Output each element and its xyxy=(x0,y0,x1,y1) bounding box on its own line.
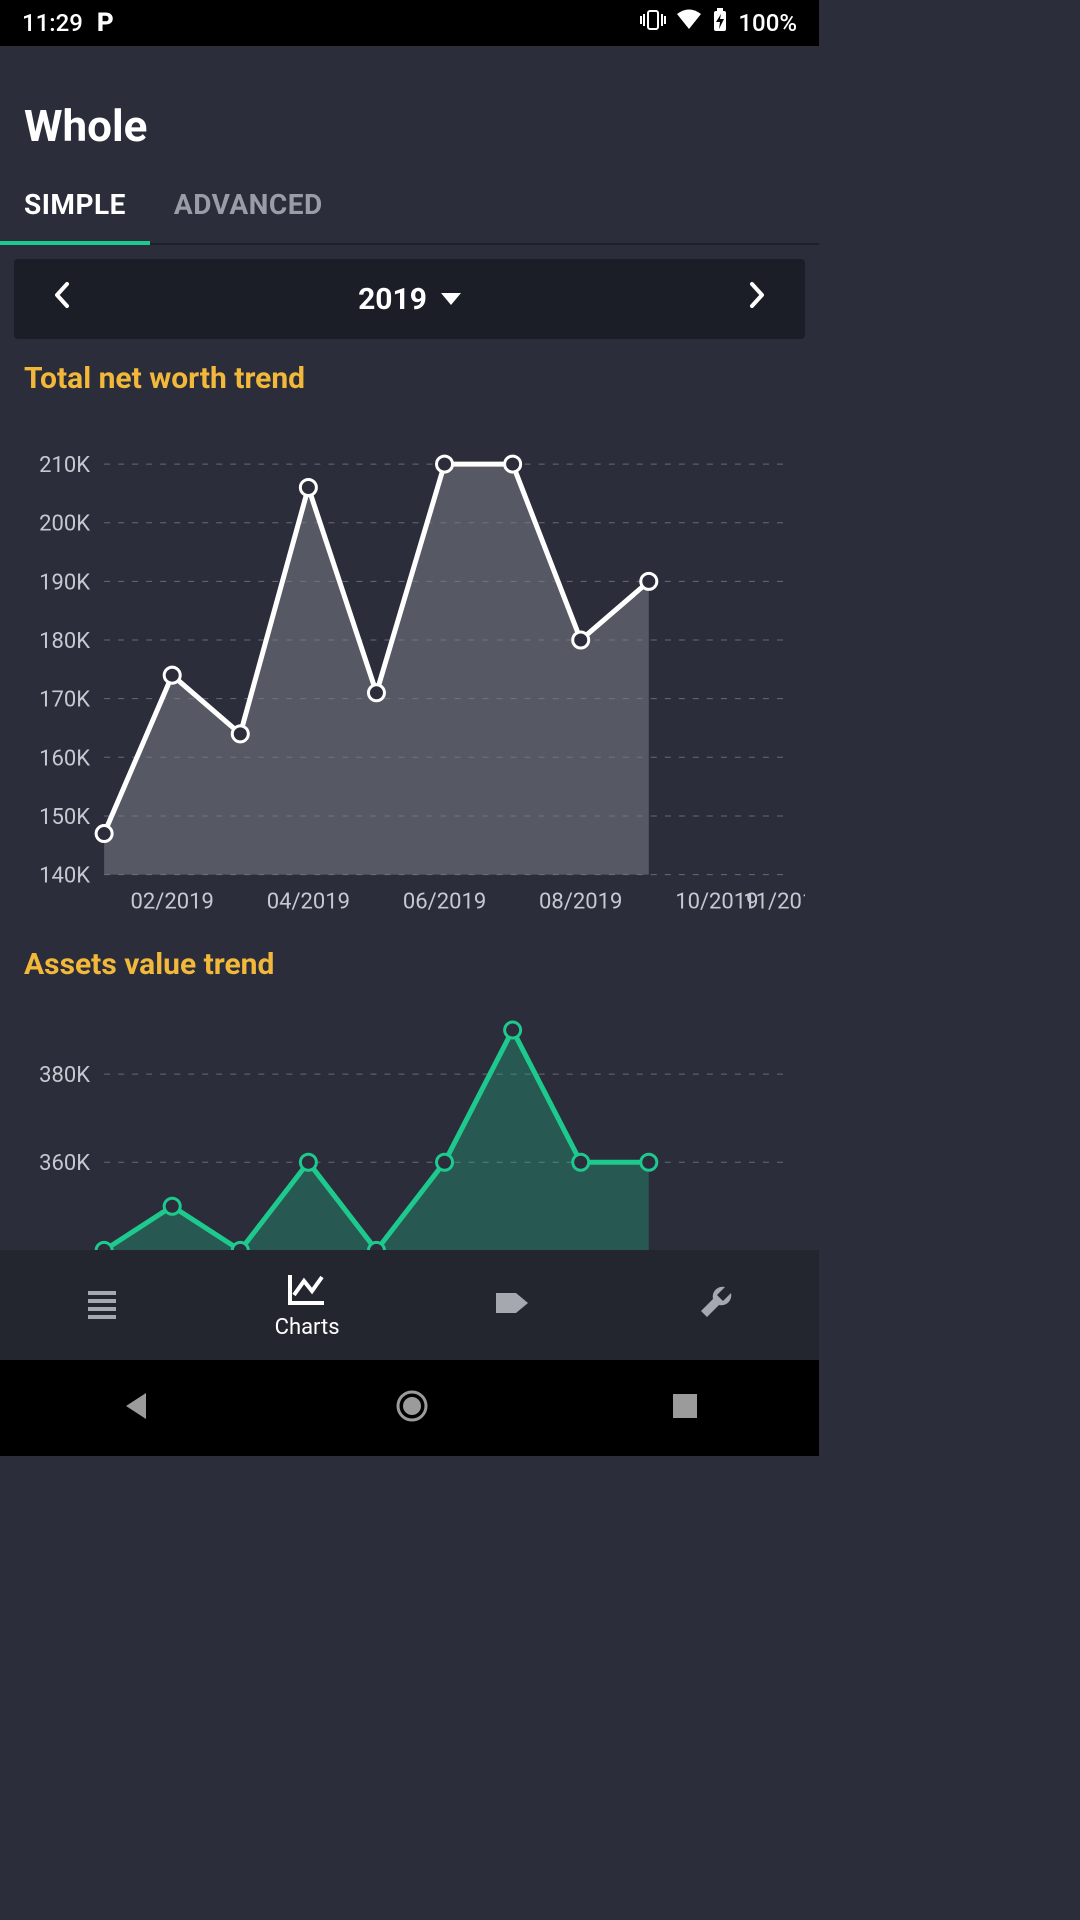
tag-icon xyxy=(494,1289,530,1321)
svg-text:06/2019: 06/2019 xyxy=(403,890,486,915)
svg-text:02/2019: 02/2019 xyxy=(131,890,214,915)
nav-back-button[interactable] xyxy=(120,1389,154,1427)
status-bar: 11:29 P 100% xyxy=(0,0,819,46)
bottom-tab-bar: Charts xyxy=(0,1250,819,1360)
section-title-assets: Assets value trend xyxy=(0,925,819,990)
year-prev-button[interactable] xyxy=(42,281,82,317)
chevron-left-icon xyxy=(53,281,71,309)
svg-text:11/2019: 11/2019 xyxy=(743,890,805,915)
svg-text:08/2019: 08/2019 xyxy=(539,890,622,915)
battery-percent: 100% xyxy=(738,9,797,37)
tab-label: SIMPLE xyxy=(24,188,126,221)
svg-text:190K: 190K xyxy=(39,570,90,595)
wrench-icon xyxy=(697,1283,737,1327)
chart-icon xyxy=(286,1271,328,1311)
nav-home-button[interactable] xyxy=(393,1387,431,1429)
svg-text:180K: 180K xyxy=(39,629,90,654)
year-dropdown[interactable]: 2019 xyxy=(358,282,461,317)
bottom-tab-tags[interactable] xyxy=(410,1250,615,1360)
p-icon: P xyxy=(97,8,114,38)
tabs: SIMPLE ADVANCED xyxy=(0,170,819,245)
nav-recent-button[interactable] xyxy=(670,1391,700,1425)
svg-text:150K: 150K xyxy=(39,805,90,830)
bottom-tab-list[interactable] xyxy=(0,1250,205,1360)
bottom-tab-label: Charts xyxy=(275,1315,340,1340)
bottom-tab-tools[interactable] xyxy=(614,1250,819,1360)
wifi-icon xyxy=(676,9,702,37)
system-nav-bar xyxy=(0,1360,819,1456)
bottom-tab-charts[interactable]: Charts xyxy=(205,1250,410,1360)
chart-net-worth: 140K 150K 160K 170K 180K 190K 200K 210K 02/2019 0… xyxy=(14,404,805,925)
year-selector: 2019 xyxy=(14,259,805,339)
tab-simple[interactable]: SIMPLE xyxy=(0,170,150,243)
section-title-net-worth: Total net worth trend xyxy=(0,339,819,404)
year-value: 2019 xyxy=(358,282,427,317)
svg-text:380K: 380K xyxy=(39,1063,90,1088)
page-title: Whole xyxy=(24,100,795,152)
svg-text:200K: 200K xyxy=(39,512,90,537)
chart-assets: 360K 380K xyxy=(14,990,805,1250)
vibrate-icon xyxy=(640,9,666,37)
svg-text:140K: 140K xyxy=(39,864,90,889)
status-left: 11:29 P xyxy=(22,8,114,38)
tab-advanced[interactable]: ADVANCED xyxy=(150,170,347,243)
app-header: Whole xyxy=(0,46,819,170)
svg-text:360K: 360K xyxy=(39,1151,90,1176)
list-icon xyxy=(84,1287,120,1323)
chart-assets-wrap: 360K 380K xyxy=(0,990,819,1250)
svg-text:170K: 170K xyxy=(39,688,90,713)
battery-charging-icon xyxy=(712,8,728,38)
svg-text:160K: 160K xyxy=(39,746,90,771)
tab-label: ADVANCED xyxy=(174,188,323,221)
chevron-right-icon xyxy=(748,281,766,309)
chart-net-worth-wrap: 140K 150K 160K 170K 180K 190K 200K 210K 02/2019 0… xyxy=(0,404,819,925)
status-right: 100% xyxy=(640,8,797,38)
svg-text:04/2019: 04/2019 xyxy=(267,890,350,915)
chevron-down-icon xyxy=(441,293,461,305)
year-next-button[interactable] xyxy=(737,281,777,317)
status-time: 11:29 xyxy=(22,9,83,37)
svg-text:210K: 210K xyxy=(39,453,90,478)
